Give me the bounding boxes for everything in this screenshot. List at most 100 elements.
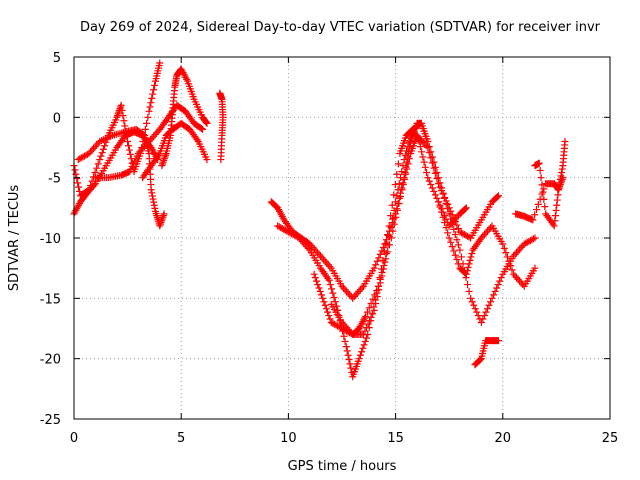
data-point xyxy=(363,334,371,342)
data-point xyxy=(395,180,403,188)
data-point xyxy=(517,243,525,251)
data-point xyxy=(490,291,498,299)
data-point xyxy=(350,293,358,301)
data-point xyxy=(326,281,334,289)
data-point xyxy=(451,218,459,226)
data-point xyxy=(373,257,381,265)
data-point xyxy=(380,262,388,270)
data-point xyxy=(281,226,289,234)
data-point xyxy=(385,232,393,240)
data-point xyxy=(427,181,435,189)
data-point xyxy=(431,191,439,199)
data-point xyxy=(422,142,430,150)
data-point xyxy=(121,122,129,130)
series-track-m xyxy=(471,337,503,369)
data-point xyxy=(160,155,168,163)
data-point xyxy=(355,287,363,295)
data-point xyxy=(358,348,366,356)
series-track-o xyxy=(512,174,567,224)
data-point xyxy=(150,201,158,209)
data-point xyxy=(76,155,84,163)
data-point xyxy=(390,191,398,199)
data-point xyxy=(495,337,503,345)
data-point xyxy=(445,204,453,212)
data-point xyxy=(341,322,349,330)
data-point xyxy=(289,231,297,239)
data-point xyxy=(425,143,433,151)
data-point xyxy=(447,238,455,246)
data-point xyxy=(373,287,381,295)
data-point xyxy=(378,268,386,276)
data-point xyxy=(310,245,318,253)
data-point xyxy=(448,211,456,219)
data-point xyxy=(72,170,80,178)
data-point xyxy=(379,243,387,251)
data-point xyxy=(329,289,337,297)
data-point xyxy=(457,253,465,261)
data-point xyxy=(88,177,96,185)
data-point xyxy=(330,293,338,301)
data-point xyxy=(287,230,295,238)
data-point xyxy=(385,241,393,249)
data-point xyxy=(523,238,531,246)
data-point xyxy=(467,294,475,302)
series-track-j xyxy=(310,119,539,339)
data-point xyxy=(148,134,156,142)
data-point xyxy=(461,231,469,239)
data-point xyxy=(326,262,334,270)
data-point xyxy=(459,230,467,238)
data-point xyxy=(199,125,207,133)
data-point xyxy=(361,337,369,345)
data-point xyxy=(433,194,441,202)
data-point xyxy=(513,249,521,257)
data-point xyxy=(430,158,438,166)
data-point xyxy=(520,240,528,248)
data-point xyxy=(535,159,543,167)
data-point xyxy=(419,153,427,161)
data-point xyxy=(487,298,495,306)
data-point xyxy=(370,264,378,272)
data-point xyxy=(360,341,368,349)
data-point xyxy=(419,138,427,146)
data-point xyxy=(427,148,435,156)
series-track-e xyxy=(139,119,211,182)
data-point xyxy=(442,224,450,232)
data-point xyxy=(150,198,158,206)
data-point xyxy=(448,243,456,251)
data-point xyxy=(359,344,367,352)
data-point xyxy=(393,170,401,178)
data-point xyxy=(477,234,485,242)
data-point xyxy=(159,213,167,221)
data-point xyxy=(363,308,371,316)
data-point xyxy=(80,152,88,160)
data-point xyxy=(79,153,87,161)
data-point xyxy=(298,237,306,245)
data-point xyxy=(324,308,332,316)
data-point xyxy=(362,312,370,320)
data-point xyxy=(428,184,436,192)
data-point xyxy=(456,228,464,236)
data-point xyxy=(447,215,455,223)
data-point xyxy=(434,180,442,188)
data-point xyxy=(404,160,412,168)
data-point xyxy=(499,240,507,248)
data-point xyxy=(552,206,560,214)
data-point xyxy=(93,164,101,172)
data-point xyxy=(315,284,323,292)
data-point xyxy=(491,287,499,295)
data-point xyxy=(120,117,128,125)
data-point xyxy=(326,315,334,323)
data-point xyxy=(193,136,201,144)
data-point xyxy=(513,274,521,282)
data-point xyxy=(115,108,123,116)
data-point xyxy=(470,301,478,309)
data-point xyxy=(431,163,439,171)
data-point xyxy=(393,206,401,214)
y-tick-label: -10 xyxy=(40,232,61,247)
data-point xyxy=(96,156,104,164)
data-point xyxy=(118,106,126,114)
data-point xyxy=(439,213,447,221)
data-point xyxy=(363,324,371,332)
series-track-i xyxy=(274,125,470,381)
data-point xyxy=(160,156,168,164)
